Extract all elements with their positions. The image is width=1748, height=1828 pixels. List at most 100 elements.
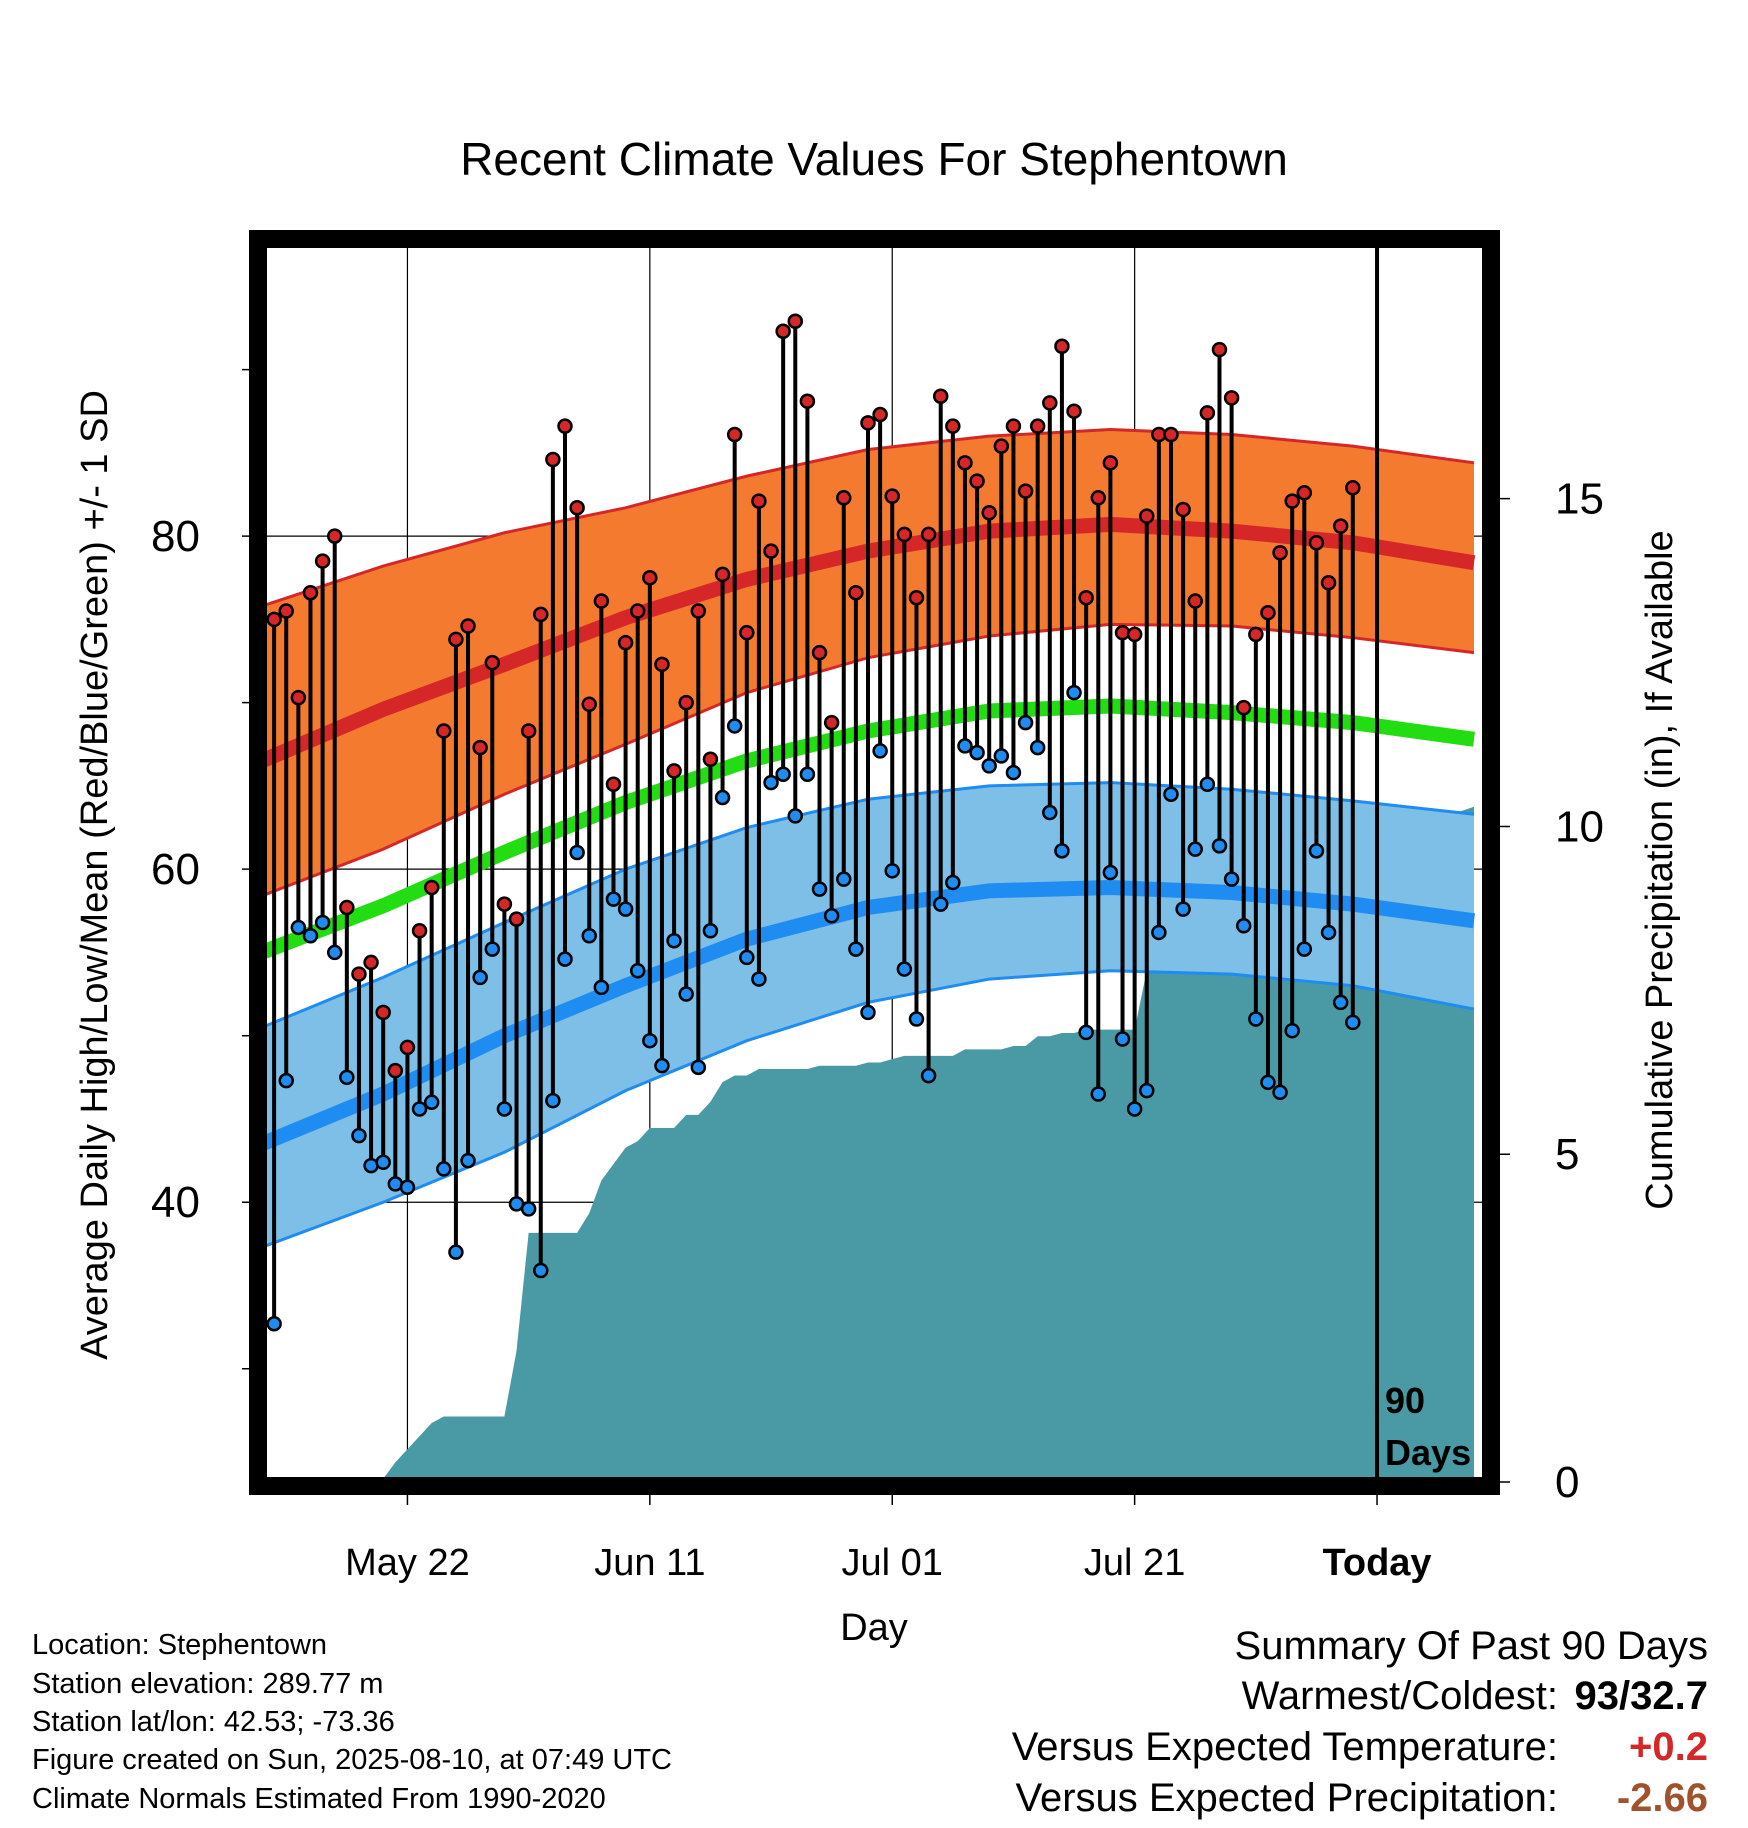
daily-low-point xyxy=(642,1032,658,1049)
daily-high-point xyxy=(423,879,440,896)
daily-low-point xyxy=(654,1057,670,1074)
daily-high-point xyxy=(860,415,876,431)
daily-high-point xyxy=(981,505,997,521)
daily-high-point xyxy=(1029,418,1046,434)
daily-low-point xyxy=(1260,1074,1276,1091)
daily-high-point xyxy=(1017,483,1034,499)
plot-frame xyxy=(249,230,1500,1495)
daily-high-point xyxy=(787,313,804,330)
precipitation-area xyxy=(262,806,1474,1482)
normals-note: Climate Normals Estimated From 1990-2020 xyxy=(32,1783,606,1815)
daily-low-point xyxy=(666,933,682,949)
warmest-coldest-label: Warmest/Coldest: xyxy=(1241,1674,1558,1718)
daily-high-point xyxy=(714,566,731,583)
daily-low-point xyxy=(957,738,973,754)
daily-low-point xyxy=(339,1069,355,1086)
daily-low-point xyxy=(872,743,888,759)
daily-high-point xyxy=(702,751,719,767)
daily-high-point xyxy=(908,589,925,606)
summary-title: Summary Of Past 90 Days xyxy=(1234,1624,1708,1668)
precip-value: -2.66 xyxy=(1616,1776,1708,1820)
daily-low-point xyxy=(411,1101,428,1117)
daily-high-point xyxy=(726,426,743,443)
daily-low-point xyxy=(690,1059,707,1076)
daily-high-point xyxy=(1199,405,1216,421)
daily-low-point xyxy=(763,774,779,791)
daily-high-point xyxy=(775,323,791,340)
daily-high-point xyxy=(763,543,779,559)
daily-high-point xyxy=(642,569,658,586)
daily-low-point xyxy=(836,871,852,887)
daily-low-point xyxy=(436,1161,452,1177)
daily-high-point xyxy=(1345,480,1361,496)
daily-low-point xyxy=(945,874,961,891)
daily-low-point xyxy=(569,844,585,861)
daily-low-point xyxy=(884,863,900,879)
daily-high-point xyxy=(629,603,646,619)
daily-low-point xyxy=(787,808,804,824)
daily-high-point xyxy=(654,656,670,673)
temp-value: +0.2 xyxy=(1629,1725,1708,1769)
daily-high-point xyxy=(993,438,1010,454)
daily-high-point xyxy=(351,966,367,982)
daily-low-point xyxy=(617,901,634,917)
daily-low-point xyxy=(993,748,1010,764)
daily-low-point xyxy=(1090,1086,1107,1102)
daily-low-point xyxy=(1102,864,1119,881)
daily-low-point xyxy=(799,766,816,782)
daily-low-point xyxy=(545,1092,561,1109)
daily-low-point xyxy=(533,1262,549,1279)
daily-low-point xyxy=(1126,1101,1143,1117)
daily-low-point xyxy=(896,961,913,977)
daily-high-point xyxy=(363,954,379,971)
daily-high-point xyxy=(1260,604,1276,621)
daily-low-point xyxy=(266,1316,282,1332)
daily-high-point xyxy=(678,694,694,711)
daily-low-point xyxy=(860,1004,876,1021)
daily-high-point xyxy=(472,739,488,756)
daily-low-point xyxy=(1066,684,1082,701)
daily-low-point xyxy=(1272,1084,1288,1101)
summary-warmest-coldest: Warmest/Coldest: 93/32.7 xyxy=(1242,1676,1708,1716)
daily-low-point xyxy=(908,1011,925,1027)
y2-tick-label: 10 xyxy=(1555,802,1604,851)
daily-high-point xyxy=(593,593,610,609)
plot-area: 90 Days xyxy=(262,243,1487,1482)
daily-low-point xyxy=(1235,918,1252,934)
daily-high-point xyxy=(266,611,282,628)
daily-high-point xyxy=(1175,501,1191,518)
daily-high-point xyxy=(375,1004,391,1021)
daily-low-point xyxy=(460,1152,476,1169)
daily-high-point xyxy=(848,584,864,601)
y2-tick-label: 0 xyxy=(1555,1458,1579,1507)
daily-low-point xyxy=(1199,776,1216,792)
daily-high-point xyxy=(1139,508,1155,524)
daily-low-point xyxy=(423,1094,440,1111)
daily-high-point xyxy=(945,418,961,434)
y-axis-label: Average Daily High/Low/Mean (Red/Blue/Gr… xyxy=(74,390,116,1360)
daily-low-point xyxy=(702,923,719,939)
daily-high-point xyxy=(508,911,525,927)
daily-low-point xyxy=(1296,941,1313,957)
daily-high-point xyxy=(920,526,937,543)
x-axis-label: Day xyxy=(840,1607,908,1649)
daily-low-point xyxy=(1345,1014,1361,1031)
daily-high-point xyxy=(1090,490,1107,506)
daily-high-point xyxy=(811,644,828,661)
daily-high-point xyxy=(326,528,343,544)
daily-high-point xyxy=(1163,426,1179,443)
daily-low-point xyxy=(581,928,597,944)
x-tick-label: May 22 xyxy=(345,1542,470,1584)
daily-low-point xyxy=(1114,1031,1131,1047)
daily-low-point xyxy=(1211,838,1228,854)
daily-low-point xyxy=(775,766,791,782)
daily-high-point xyxy=(1296,485,1313,501)
window-annotation-line: Days xyxy=(1385,1432,1471,1473)
axes: 40 60 80 0 5 10 15 May 22 Jun 11 Jul 01 Jul 21 Toda… xyxy=(151,230,1604,1584)
daily-high-point xyxy=(1126,626,1143,643)
daily-high-point xyxy=(581,696,597,713)
daily-high-point xyxy=(1248,626,1264,643)
daily-high-point xyxy=(411,923,428,939)
daily-high-point xyxy=(957,455,973,471)
daily-low-point xyxy=(1139,1082,1155,1099)
